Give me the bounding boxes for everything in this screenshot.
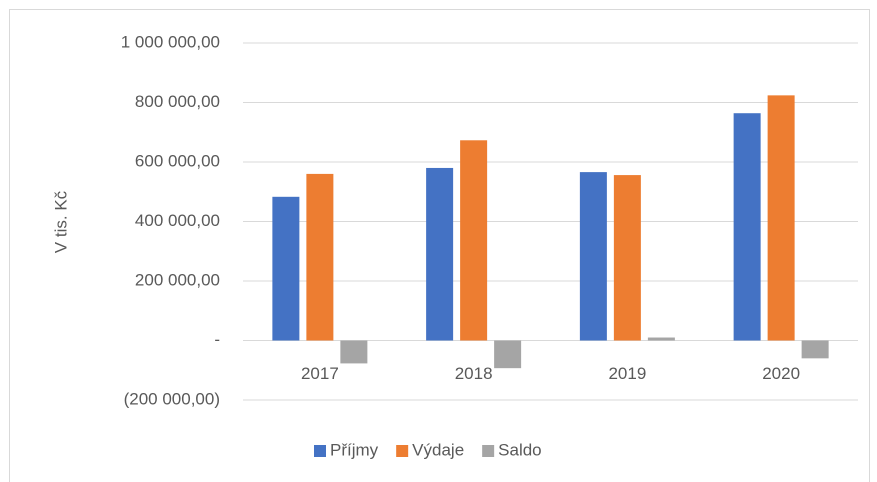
legend-swatch [482, 445, 495, 457]
bar [801, 340, 829, 359]
y-tick-label: 200 000,00 [135, 270, 220, 289]
y-tick-label: 400 000,00 [135, 211, 220, 230]
legend-label: Příjmy [330, 440, 379, 459]
y-tick-label: 1 000 000,00 [121, 32, 220, 51]
bar [733, 113, 761, 341]
y-tick-label: 600 000,00 [135, 151, 220, 170]
bar [647, 337, 675, 341]
chart-border [9, 9, 870, 482]
legend-swatch [396, 445, 409, 457]
legend-swatch [314, 445, 326, 457]
y-axis-title: V tis. Kč [51, 190, 70, 253]
legend-label: Saldo [498, 440, 541, 459]
bar [460, 140, 488, 341]
bar [340, 340, 368, 364]
bar [306, 173, 334, 341]
y-tick-label: 800 000,00 [135, 92, 220, 111]
x-tick-label: 2017 [301, 364, 339, 383]
bar [579, 172, 607, 341]
bar [613, 175, 641, 341]
bar [272, 196, 300, 341]
bar [767, 95, 795, 341]
y-tick-label: (200 000,00) [124, 389, 220, 408]
bar [494, 340, 522, 369]
bar [426, 167, 454, 341]
x-tick-label: 2018 [455, 364, 493, 383]
x-tick-label: 2019 [608, 364, 646, 383]
legend-label: Výdaje [412, 440, 464, 459]
x-tick-label: 2020 [762, 364, 800, 383]
y-tick-label: - [214, 330, 220, 349]
